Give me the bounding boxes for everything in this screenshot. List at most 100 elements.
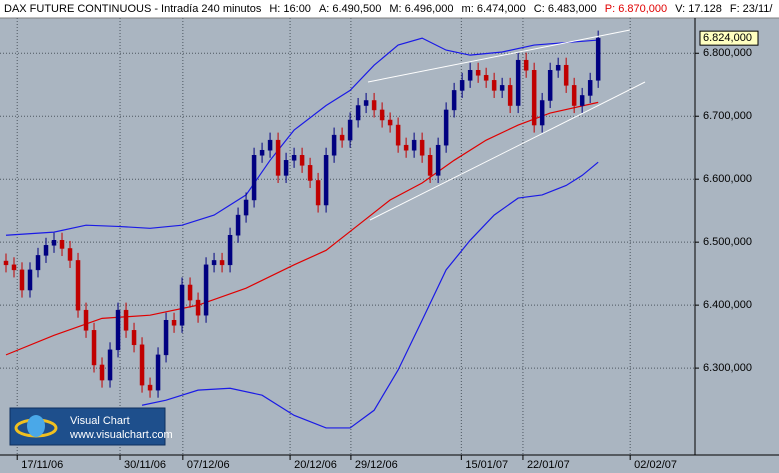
x-tick-label: 30/11/06 — [124, 459, 166, 471]
y-tick-label: 6.700,000 — [703, 110, 752, 122]
candle-body — [507, 85, 513, 106]
x-tick-label: 22/01/07 — [527, 459, 570, 471]
candle-body — [555, 64, 561, 71]
trend-line — [369, 81, 646, 221]
x-tick-label: 15/01/07 — [465, 459, 508, 471]
candle-body — [43, 245, 49, 256]
candle-body — [179, 284, 185, 326]
candle-body — [243, 199, 249, 216]
candle-body — [571, 85, 577, 106]
candle-body — [523, 59, 529, 71]
candle-body — [499, 85, 505, 91]
candle-body — [291, 155, 297, 161]
candle-body — [267, 139, 273, 151]
candle-body — [443, 109, 449, 146]
candle-body — [251, 155, 257, 201]
header-info: V: 17.128 — [675, 3, 722, 15]
candle-body — [347, 119, 353, 141]
candle-body — [51, 240, 57, 246]
header-info: F: 23/11/ — [730, 3, 774, 15]
header-info: H: 16:00 — [269, 3, 311, 15]
candle-body — [203, 264, 209, 316]
y-tick-label: 6.600,000 — [703, 173, 752, 185]
logo-url: www.visualchart.com — [69, 429, 173, 441]
candle-body — [19, 269, 25, 291]
logo: Visual Chart www.visualchart.com — [9, 407, 173, 446]
candle-body — [483, 75, 489, 81]
candle-body — [139, 344, 145, 386]
indicator-line — [5, 37, 599, 236]
candle-body — [395, 124, 401, 146]
x-tick-label: 20/12/06 — [294, 459, 337, 471]
candle-body — [131, 330, 137, 346]
logo-title: Visual Chart — [70, 415, 130, 427]
chart-title: DAX FUTURE CONTINUOUS - Intradía 240 min… — [4, 3, 262, 15]
candle-body — [459, 80, 465, 91]
candle-body — [75, 260, 81, 311]
logo-icon — [27, 415, 45, 437]
candle-body — [339, 134, 345, 141]
candle-body — [27, 269, 33, 291]
y-tick-label: 6.300,000 — [703, 362, 752, 374]
candle-body — [211, 260, 217, 266]
header-info: M: 6.496,000 — [389, 3, 453, 15]
candle-body — [595, 37, 601, 81]
candle-body — [403, 144, 409, 151]
candle-body — [107, 349, 113, 381]
candle-body — [467, 70, 473, 81]
candle-body — [451, 90, 457, 111]
candle-body — [563, 64, 569, 86]
y-tick-label: 6.800,000 — [703, 47, 752, 59]
candle-body — [435, 144, 441, 176]
candle-body — [331, 134, 337, 156]
candle-body — [187, 284, 193, 301]
x-tick-label: 02/02/07 — [634, 459, 677, 471]
indicator-line — [141, 161, 599, 429]
candle-body — [35, 255, 41, 271]
candle-body — [11, 264, 17, 271]
candle-body — [123, 309, 129, 331]
candle-body — [99, 364, 105, 381]
candle-body — [235, 214, 241, 236]
candle-body — [171, 319, 177, 326]
candle-body — [491, 80, 497, 91]
plot-background — [0, 18, 779, 473]
candle-body — [579, 95, 585, 106]
x-tick-label: 17/11/06 — [21, 459, 63, 471]
header-info: m: 6.474,000 — [462, 3, 526, 15]
candle-body — [299, 155, 305, 166]
candle-body — [379, 109, 385, 121]
candle-body — [587, 80, 593, 96]
candle-body — [115, 309, 121, 351]
candle-body — [355, 105, 361, 121]
y-tick-label: 6.400,000 — [703, 299, 752, 311]
candle-body — [91, 330, 97, 366]
header-info: A: 6.490,500 — [319, 3, 381, 15]
x-tick-label: 07/12/06 — [187, 459, 230, 471]
candle-body — [3, 260, 9, 266]
candle-body — [371, 100, 377, 111]
candle-body — [219, 260, 225, 266]
candle-body — [195, 299, 201, 316]
candle-body — [155, 354, 161, 391]
x-tick-label: 29/12/06 — [355, 459, 398, 471]
candle-body — [323, 155, 329, 206]
header-info: C: 6.483,000 — [534, 3, 597, 15]
candle-body — [275, 139, 281, 176]
candle-body — [515, 59, 521, 106]
candle-body — [307, 165, 313, 181]
trend-line — [367, 29, 631, 83]
candle-body — [59, 240, 65, 249]
candle-body — [315, 180, 321, 206]
candle-body — [147, 384, 153, 391]
candle-body — [427, 155, 433, 176]
candle-body — [547, 70, 553, 101]
candle-body — [163, 319, 169, 356]
candle-body — [83, 309, 89, 331]
candle-body — [259, 149, 265, 156]
candle-body — [539, 100, 545, 126]
header-text: DAX FUTURE CONTINUOUS - Intradía 240 min… — [4, 3, 773, 15]
candle-body — [387, 119, 393, 126]
candle-body — [363, 100, 369, 106]
